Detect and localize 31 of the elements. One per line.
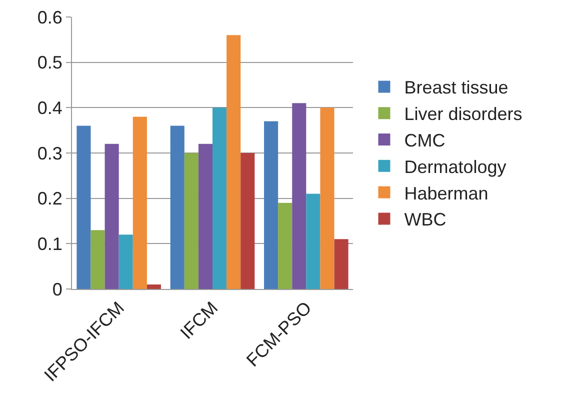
bar	[240, 153, 255, 289]
y-tick-label: 0.1	[37, 234, 62, 254]
y-tick-label: 0.2	[37, 188, 62, 209]
legend-label: WBC	[404, 210, 446, 230]
bar	[292, 103, 306, 289]
legend-label: Liver disorders	[404, 104, 522, 124]
bar	[198, 144, 212, 289]
bar	[104, 144, 119, 289]
bar	[320, 108, 334, 289]
bar	[184, 153, 198, 289]
legend-label: CMC	[404, 130, 446, 151]
bar	[278, 202, 292, 289]
bar	[226, 35, 241, 289]
legend-label: Dermatology	[404, 156, 506, 177]
y-tick-label: 0	[52, 279, 62, 300]
legend-label: Haberman	[404, 183, 488, 204]
y-tick-label: 0.4	[37, 98, 62, 118]
bar	[306, 194, 320, 289]
bar	[264, 121, 278, 289]
bar	[334, 239, 348, 289]
y-tick-label: 0.6	[37, 7, 62, 28]
bar	[90, 230, 105, 289]
bar	[146, 284, 161, 289]
bar	[170, 126, 184, 289]
y-tick-label: 0.5	[37, 52, 62, 73]
bar	[118, 234, 133, 289]
y-tick-label: 0.3	[37, 143, 62, 164]
bar	[132, 116, 147, 289]
bar	[76, 126, 91, 289]
legend-label: Breast tissue	[404, 78, 508, 98]
bar	[212, 108, 227, 289]
